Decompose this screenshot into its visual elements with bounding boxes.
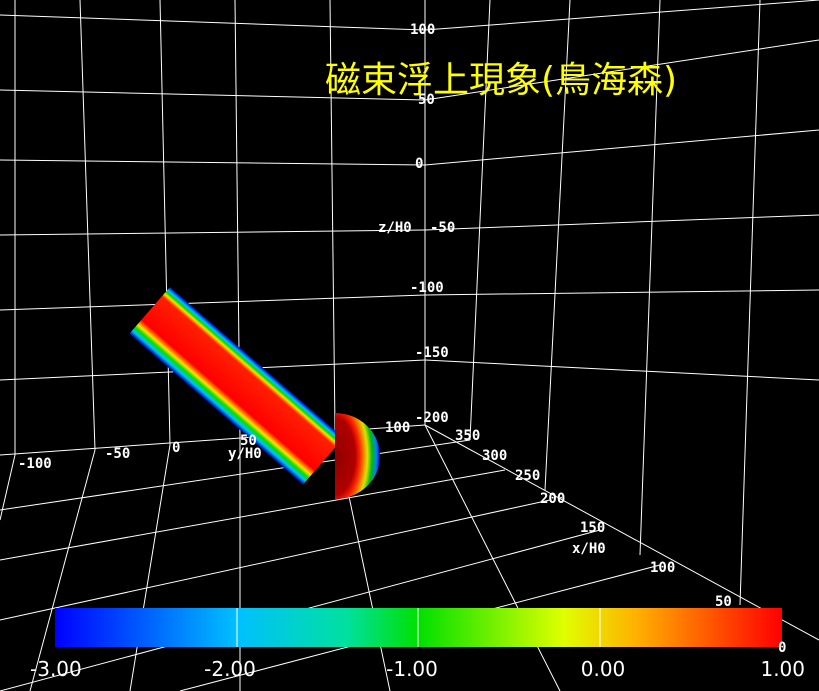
y-tick-label: 50 (240, 433, 257, 449)
tube-cap (335, 413, 380, 499)
z-tick-label: -50 (430, 220, 455, 236)
y-tick-label: 100 (385, 420, 410, 436)
flux-tube (129, 287, 344, 485)
x-tick-label: 50 (715, 594, 732, 610)
z-axis-label: z/H0 (378, 220, 412, 236)
y-axis-label: y/H0 (228, 446, 262, 462)
x-tick-label: 250 (515, 468, 540, 484)
y-tick-label: 0 (172, 440, 180, 456)
x-tick-label: 200 (540, 491, 565, 507)
x-tick-label: 150 (580, 520, 605, 536)
colorbar-label: 0.00 (581, 657, 626, 681)
x-axis-label: x/H0 (572, 541, 606, 557)
x-tick-label: 300 (482, 448, 507, 464)
colorbar-label: -1.00 (386, 657, 438, 681)
title: 磁束浮上現象(鳥海森) (325, 60, 677, 101)
x-tick-label: 350 (455, 428, 480, 444)
y-tick-label: -100 (18, 456, 52, 472)
x-tick-label: 100 (650, 560, 675, 576)
z-tick-label: -200 (415, 410, 449, 426)
z-tick-label: 50 (418, 92, 435, 108)
z-tick-label: -100 (410, 280, 444, 296)
colorbar-label: -2.00 (204, 657, 256, 681)
colorbar-label: -3.00 (30, 657, 82, 681)
x-tick-label: 0 (778, 640, 786, 656)
z-tick-label: 0 (415, 156, 423, 172)
z-tick-label: -150 (415, 345, 449, 361)
y-tick-label: -50 (105, 446, 130, 462)
colorbar-dividers (236, 608, 601, 647)
z-tick-label: 100 (410, 22, 435, 38)
colorbar-label: 1.00 (760, 657, 805, 681)
